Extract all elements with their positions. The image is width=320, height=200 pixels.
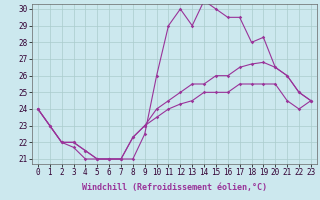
X-axis label: Windchill (Refroidissement éolien,°C): Windchill (Refroidissement éolien,°C)	[82, 183, 267, 192]
